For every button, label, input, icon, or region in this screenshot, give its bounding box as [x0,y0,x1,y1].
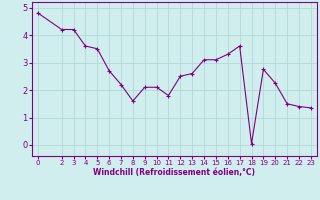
X-axis label: Windchill (Refroidissement éolien,°C): Windchill (Refroidissement éolien,°C) [93,168,255,177]
